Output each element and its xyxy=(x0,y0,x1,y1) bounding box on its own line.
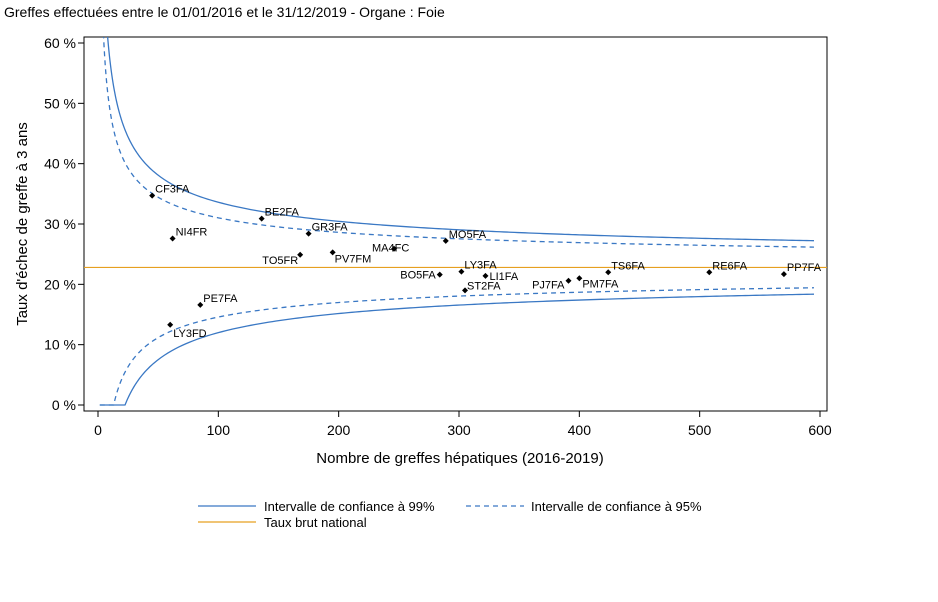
ci99-upper-curve xyxy=(106,37,814,242)
data-point-label: PM7FA xyxy=(582,278,619,290)
legend-label-national: Taux brut national xyxy=(264,515,367,530)
data-point-ly3fd xyxy=(167,321,174,328)
data-point-be2fa xyxy=(258,215,265,222)
data-point-pm7fa xyxy=(576,275,583,282)
data-point-to5fr xyxy=(297,251,304,258)
legend: Intervalle de confiance à 99% Intervalle… xyxy=(198,499,702,530)
data-point-label: PJ7FA xyxy=(532,280,565,292)
data-point-ts6fa xyxy=(605,269,612,276)
x-tick-label: 300 xyxy=(447,422,471,438)
y-tick-label: 50 % xyxy=(44,95,76,111)
data-point-label: PP7FA xyxy=(787,262,822,274)
x-tick-label: 0 xyxy=(94,422,102,438)
y-tick-label: 30 % xyxy=(44,216,76,232)
data-point-ni4fr xyxy=(169,235,176,242)
data-point-label: MO5FA xyxy=(449,229,487,241)
data-point-ly3fa xyxy=(458,268,465,275)
data-point-cf3fa xyxy=(149,192,156,199)
data-point-label: BO5FA xyxy=(400,270,436,282)
y-axis-ticks: 0 % 10 % 20 % 30 % 40 % 50 % 60 % xyxy=(44,35,84,413)
x-tick-label: 100 xyxy=(207,422,231,438)
data-point-label: LY3FD xyxy=(173,328,206,340)
x-axis-ticks: 0 100 200 300 400 500 600 xyxy=(94,411,832,438)
data-point-st2fa xyxy=(462,287,469,294)
data-point-mo5fa xyxy=(442,237,449,244)
y-tick-label: 60 % xyxy=(44,35,76,51)
y-tick-label: 40 % xyxy=(44,156,76,172)
data-point-label: CF3FA xyxy=(155,184,190,196)
x-tick-label: 400 xyxy=(568,422,592,438)
data-point-li1fa xyxy=(482,272,489,279)
data-point-pv7fm xyxy=(329,249,336,256)
legend-label-ci95: Intervalle de confiance à 95% xyxy=(531,499,702,514)
x-tick-label: 600 xyxy=(808,422,832,438)
y-tick-label: 10 % xyxy=(44,337,76,353)
y-axis-label: Taux d'échec de greffe à 3 ans xyxy=(14,122,31,326)
data-points: CF3FA NI4FR LY3FD PE7FA BE2FA TO5FR GR3FA PV7FM… xyxy=(149,184,822,340)
data-point-ma4fc xyxy=(391,245,398,252)
data-point-label: TO5FR xyxy=(262,255,298,267)
y-tick-label: 0 % xyxy=(52,397,76,413)
data-point-pj7fa xyxy=(565,277,572,284)
data-point-label: LY3FA xyxy=(464,260,497,272)
legend-label-ci99: Intervalle de confiance à 99% xyxy=(264,499,435,514)
plot-frame xyxy=(83,36,828,412)
x-tick-label: 500 xyxy=(688,422,712,438)
data-point-label: RE6FA xyxy=(712,260,748,272)
data-point-label: TS6FA xyxy=(611,260,645,272)
data-point-label: GR3FA xyxy=(312,222,349,234)
x-tick-label: 200 xyxy=(327,422,351,438)
data-point-label: PV7FM xyxy=(335,253,372,265)
data-point-label: BE2FA xyxy=(265,207,300,219)
data-point-gr3fa xyxy=(305,230,312,237)
chart-title: Greffes effectuées entre le 01/01/2016 e… xyxy=(4,4,445,20)
data-point-label: NI4FR xyxy=(176,226,208,238)
data-point-pp7fa xyxy=(780,271,787,278)
y-tick-label: 20 % xyxy=(44,276,76,292)
data-point-label: ST2FA xyxy=(467,280,501,292)
data-point-label: LI1FA xyxy=(489,271,518,283)
ci99-lower-curve xyxy=(99,293,814,406)
data-point-label: MA4FC xyxy=(372,243,409,255)
data-point-bo5fa xyxy=(436,271,443,278)
x-axis-label: Nombre de greffes hépatiques (2016-2019) xyxy=(316,450,603,467)
data-point-pe7fa xyxy=(197,301,204,308)
data-point-re6fa xyxy=(706,269,713,276)
data-point-label: PE7FA xyxy=(203,293,238,305)
